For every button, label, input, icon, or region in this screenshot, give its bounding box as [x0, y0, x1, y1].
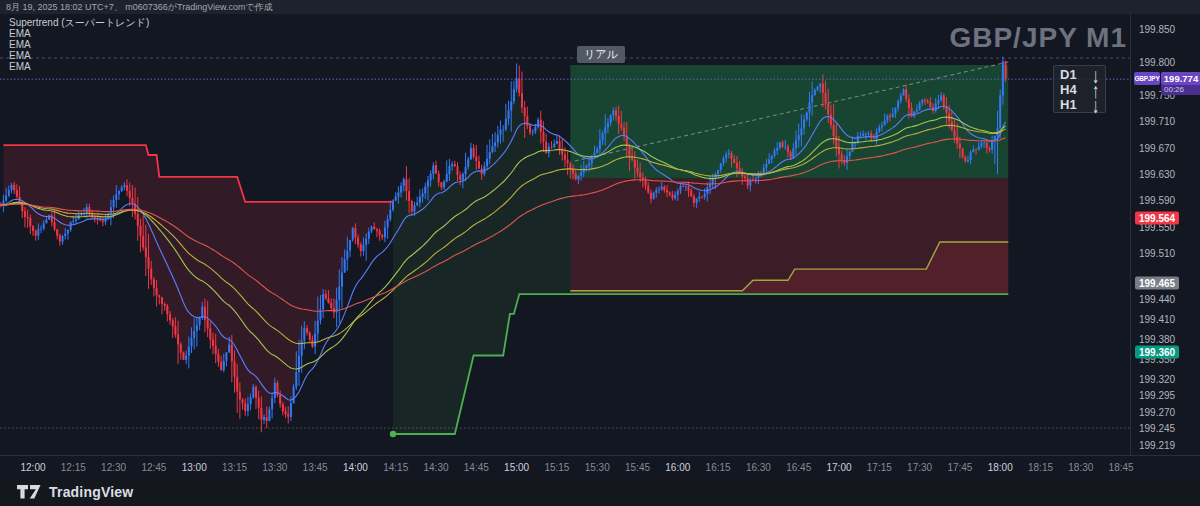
price-axis-label: 199.410 — [1139, 314, 1175, 325]
time-axis-label: 15:00 — [504, 462, 529, 473]
legend-ema-0[interactable]: EMA — [9, 28, 149, 39]
tf-label: H1 — [1060, 97, 1077, 112]
time-axis-label: 15:45 — [625, 462, 650, 473]
tradingview-logo-icon — [16, 484, 42, 500]
time-axis[interactable]: 12:00 12:15 12:30 12:45 13:00 13:15 13:30 13:45… — [0, 455, 1200, 478]
time-axis-label: 17:30 — [907, 462, 932, 473]
price-axis-label: 199.590 — [1139, 195, 1175, 206]
tf-label: H4 — [1060, 82, 1077, 97]
tf-label: D1 — [1060, 67, 1077, 82]
legend-supertrend[interactable]: Supertrend (スーパートレンド) — [9, 17, 149, 28]
price-axis-label: 199.710 — [1139, 116, 1175, 127]
time-axis-label: 16:45 — [786, 462, 811, 473]
price-axis-label: 199.320 — [1139, 373, 1175, 384]
time-axis-label: 14:00 — [343, 462, 368, 473]
price-axis-label: 199.670 — [1139, 142, 1175, 153]
price-axis-label: 199.219 — [1139, 440, 1175, 451]
time-axis-label: 17:00 — [826, 462, 851, 473]
time-axis-label: 15:15 — [544, 462, 569, 473]
time-axis-label: 16:00 — [665, 462, 690, 473]
price-axis-label: 199.380 — [1139, 333, 1175, 344]
time-axis-label: 14:15 — [383, 462, 408, 473]
price-axis-label: 199.630 — [1139, 169, 1175, 180]
price-axis-label: 199.800 — [1139, 57, 1175, 68]
price-axis-badge: 199.564 — [1135, 211, 1179, 224]
time-axis-label: 12:15 — [61, 462, 86, 473]
tradingview-brand-text: TradingView — [49, 484, 133, 500]
price-axis[interactable]: 199.850199.800199.750199.710199.670199.6… — [1130, 14, 1200, 455]
indicator-legend: Supertrend (スーパートレンド) EMAEMAEMAEMA — [9, 17, 149, 72]
time-axis-label: 13:00 — [182, 462, 207, 473]
time-axis-label: 13:30 — [262, 462, 287, 473]
symbol-badge: GBPJPY — [1134, 72, 1160, 85]
legend-ema-2[interactable]: EMA — [9, 50, 149, 61]
legend-ema-1[interactable]: EMA — [9, 39, 149, 50]
time-axis-label: 18:45 — [1109, 462, 1134, 473]
price-axis-badge: 199.360 — [1135, 346, 1179, 359]
last-price-badge: 199.774 — [1161, 72, 1200, 85]
chart-creation-caption: 8月 19, 2025 18:02 UTC+7、 m0607366がTradin… — [6, 2, 273, 12]
price-axis-label: 199.850 — [1139, 24, 1175, 35]
time-axis-label: 16:30 — [746, 462, 771, 473]
time-axis-label: 13:15 — [222, 462, 247, 473]
price-axis-label: 199.295 — [1139, 390, 1175, 401]
time-axis-label: 18:15 — [1028, 462, 1053, 473]
time-axis-label: 16:15 — [706, 462, 731, 473]
symbol-watermark: GBP/JPY M1 — [949, 22, 1127, 54]
last-price-group: GBPJPY199.77400:26 — [1134, 72, 1200, 95]
candlestick-chart[interactable] — [0, 0, 1200, 506]
time-axis-label: 15:30 — [585, 462, 610, 473]
arrow-down-icon: ↓ — [1092, 93, 1099, 117]
time-axis-label: 14:45 — [464, 462, 489, 473]
real-tag-label[interactable]: リアル — [577, 46, 625, 63]
time-axis-label: 18:00 — [988, 462, 1013, 473]
time-axis-label: 18:30 — [1068, 462, 1093, 473]
time-axis-label: 13:45 — [303, 462, 328, 473]
price-axis-label: 199.440 — [1139, 294, 1175, 305]
price-axis-badge: 199.465 — [1135, 276, 1179, 289]
chart-header-bar: 8月 19, 2025 18:02 UTC+7、 m0607366がTradin… — [0, 0, 1200, 14]
time-axis-label: 12:00 — [20, 462, 45, 473]
time-axis-label: 12:30 — [101, 462, 126, 473]
bar-countdown: 00:26 — [1161, 85, 1200, 95]
footer-bar: TradingView — [0, 478, 1200, 506]
time-axis-label: 14:30 — [423, 462, 448, 473]
legend-ema-3[interactable]: EMA — [9, 61, 149, 72]
price-axis-label: 199.245 — [1139, 423, 1175, 434]
time-axis-label: 17:15 — [867, 462, 892, 473]
tradingview-chart-page: 8月 19, 2025 18:02 UTC+7、 m0607366がTradin… — [0, 0, 1200, 506]
price-axis-label: 199.510 — [1139, 248, 1175, 259]
price-axis-label: 199.270 — [1139, 406, 1175, 417]
time-axis-label: 17:45 — [947, 462, 972, 473]
timeframe-signal-panel: D1↓H4↑H1↓ — [1053, 65, 1106, 113]
time-axis-label: 12:45 — [141, 462, 166, 473]
tf-row-h1: H1↓ — [1060, 97, 1099, 112]
tradingview-logo[interactable]: TradingView — [16, 484, 133, 500]
